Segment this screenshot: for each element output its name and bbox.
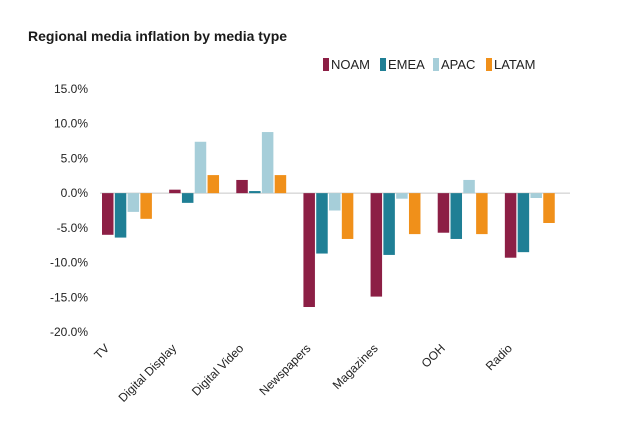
y-tick-label: -10.0% <box>50 256 88 270</box>
bar-noam-newspapers <box>303 193 315 308</box>
bar-noam-tv <box>102 193 114 235</box>
x-tick-label: TV <box>91 341 112 362</box>
bars <box>102 132 555 308</box>
bar-emea-digital-display <box>181 193 194 203</box>
bar-emea-newspapers <box>316 193 328 254</box>
x-tick-label: Magazines <box>330 341 381 392</box>
bar-emea-magazines <box>383 193 395 255</box>
x-tick-label: Radio <box>483 341 515 373</box>
bar-latam-newspapers <box>341 193 354 239</box>
bar-apac-digital-display <box>194 141 207 194</box>
bar-emea-digital-video <box>249 191 261 194</box>
legend-label-latam: LATAM <box>494 57 535 72</box>
bar-noam-ooh <box>437 193 450 233</box>
x-tick-label: Digital Video <box>189 341 247 399</box>
legend-swatch-latam <box>486 58 492 71</box>
bar-emea-ooh <box>450 193 463 239</box>
x-tick-label: Digital Display <box>116 341 180 405</box>
bar-noam-digital-display <box>169 189 181 194</box>
y-tick-label: 5.0% <box>61 151 89 165</box>
bar-noam-radio <box>504 193 517 258</box>
bar-apac-radio <box>530 193 542 199</box>
bar-latam-ooh <box>476 193 488 235</box>
legend-label-apac: APAC <box>441 57 475 72</box>
bar-apac-magazines <box>396 193 408 199</box>
bar-latam-tv <box>140 193 152 219</box>
x-tick-label: Newspapers <box>256 341 313 398</box>
legend-label-emea: EMEA <box>388 57 425 72</box>
bar-apac-digital-video <box>261 132 274 194</box>
legend-swatch-noam <box>323 58 329 71</box>
legend-swatch-emea <box>380 58 386 71</box>
y-axis: 15.0% 10.0% 5.0% 0.0% -5.0% -10.0% -15.0% -20.0… <box>50 82 570 339</box>
x-tick-label: OOH <box>419 341 448 370</box>
y-tick-label: -5.0% <box>57 221 89 235</box>
bar-noam-digital-video <box>236 179 248 194</box>
bar-latam-digital-display <box>207 175 220 194</box>
y-tick-label: 10.0% <box>54 117 88 131</box>
bar-noam-magazines <box>370 193 383 297</box>
bar-apac-newspapers <box>329 193 341 211</box>
bar-emea-radio <box>517 193 530 253</box>
bar-apac-ooh <box>463 179 475 194</box>
bar-apac-tv <box>127 193 140 212</box>
chart-title: Regional media inflation by media type <box>28 28 288 44</box>
legend-swatch-apac <box>433 58 439 71</box>
x-axis: TV Digital Display Digital Video Newspapers… <box>91 341 515 405</box>
y-tick-label: -20.0% <box>50 325 88 339</box>
legend: NOAM EMEA APAC LATAM <box>323 57 535 72</box>
bar-emea-tv <box>114 193 127 238</box>
y-tick-label: 0.0% <box>61 186 89 200</box>
bar-latam-radio <box>543 193 555 223</box>
bar-latam-digital-video <box>274 175 287 194</box>
y-tick-label: -15.0% <box>50 290 88 304</box>
bar-latam-magazines <box>408 193 421 235</box>
legend-label-noam: NOAM <box>331 57 370 72</box>
y-tick-label: 15.0% <box>54 82 88 96</box>
